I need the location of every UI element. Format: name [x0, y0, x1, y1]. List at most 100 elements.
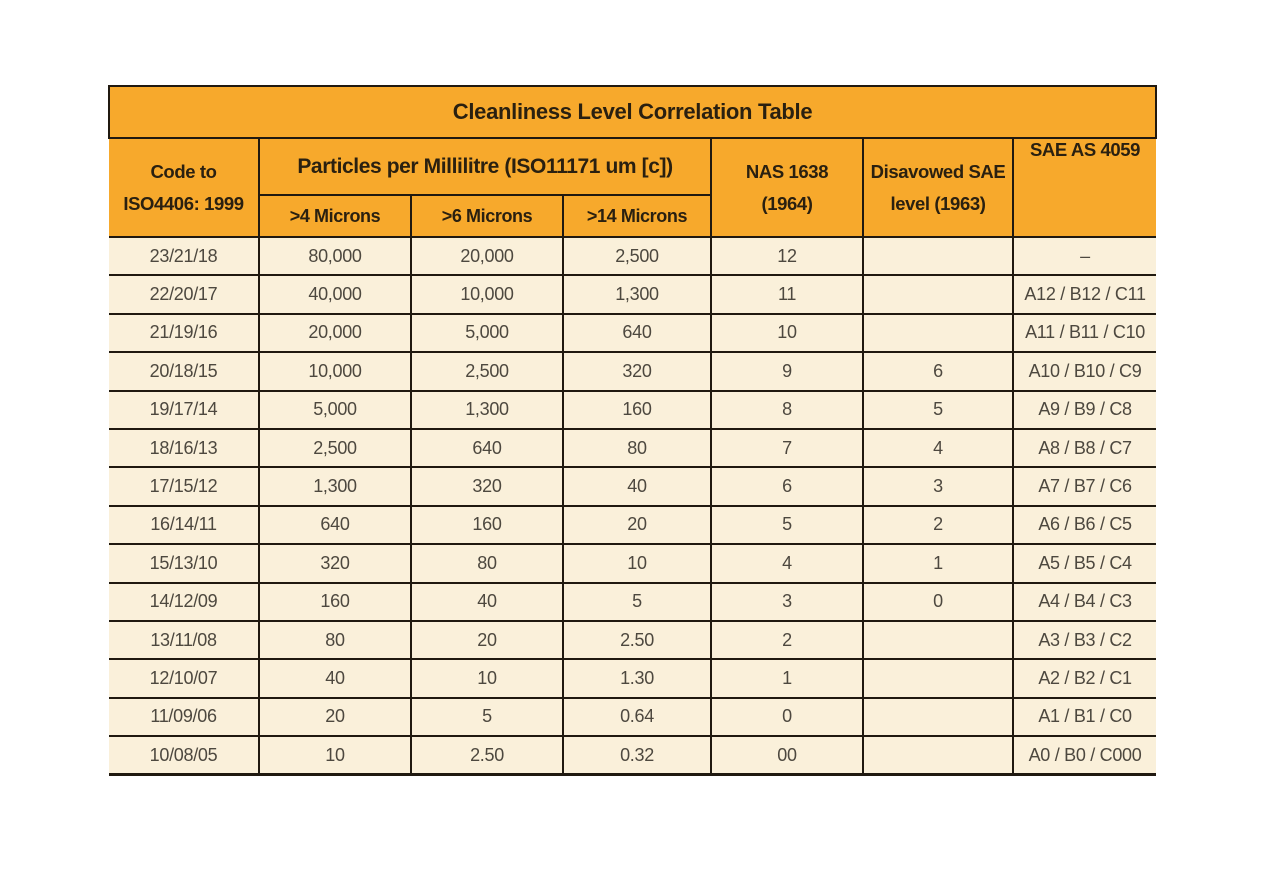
gt4-microns-cell: 20: [258, 696, 412, 738]
table-row: 14/12/09 160 40 5 3 0 A4 / B4 / C3: [109, 581, 1157, 622]
gt4-microns-cell: 320: [258, 543, 412, 584]
column-header-nas-1638: NAS 1638 (1964): [710, 137, 864, 238]
table-row: 22/20/17 40,000 10,000 1,300 11 A12 / B12 / C…: [109, 274, 1157, 315]
gt4-microns-cell: 20,000: [258, 312, 412, 354]
gt4-microns-cell: 80: [258, 619, 412, 661]
gt14-microns-cell: 0.32: [562, 735, 712, 776]
nas-1638-cell: 7: [710, 427, 864, 469]
nas-1638-cell: 9: [710, 351, 864, 392]
table-row: 16/14/11 640 160 20 5 2 A6 / B6 / C5: [109, 504, 1157, 546]
gt6-microns-cell: 1,300: [410, 389, 564, 430]
gt4-microns-cell: 80,000: [258, 235, 412, 277]
column-header-sae-as-4059: SAE AS 4059: [1011, 137, 1157, 238]
gt6-microns-cell: 640: [410, 427, 564, 469]
iso4406-code-cell: 15/13/10: [109, 543, 260, 584]
sae-as-4059-cell: A1 / B1 / C0: [1011, 696, 1157, 738]
nas-1638-cell: 3: [710, 581, 864, 622]
table-row: 11/09/06 20 5 0.64 0 A1 / B1 / C0: [109, 696, 1157, 738]
table-title-row: Cleanliness Level Correlation Table: [107, 85, 1158, 139]
disavowed-sae-cell: [862, 274, 1014, 315]
header-group-row: Code to ISO4406: 1999 Particles per Mill…: [109, 137, 1157, 238]
iso4406-code-cell: 22/20/17: [109, 274, 260, 315]
disavowed-sae-cell: [862, 235, 1014, 277]
sae-as-4059-cell: A3 / B3 / C2: [1011, 619, 1157, 661]
iso4406-code-cell: 11/09/06: [109, 696, 260, 738]
disavowed-sae-cell: [862, 619, 1014, 661]
gt14-microns-cell: 1,300: [562, 274, 712, 315]
gt4-microns-cell: 10,000: [258, 351, 412, 392]
gt14-microns-cell: 80: [562, 427, 712, 469]
iso4406-code-cell: 14/12/09: [109, 581, 260, 622]
gt14-microns-cell: 20: [562, 504, 712, 546]
disavowed-sae-cell: 5: [862, 389, 1014, 430]
disavowed-sae-cell: 6: [862, 351, 1014, 392]
disavowed-sae-cell: [862, 312, 1014, 354]
iso4406-code-cell: 17/15/12: [109, 466, 260, 507]
sae-as-4059-cell: –: [1011, 235, 1157, 277]
iso4406-code-cell: 12/10/07: [109, 658, 260, 699]
gt6-microns-cell: 2.50: [410, 735, 564, 776]
sae-as-4059-cell: A6 / B6 / C5: [1011, 504, 1157, 546]
gt6-microns-cell: 160: [410, 504, 564, 546]
gt14-microns-cell: 40: [562, 466, 712, 507]
iso4406-code-cell: 18/16/13: [109, 427, 260, 469]
gt14-microns-cell: 2.50: [562, 619, 712, 661]
gt14-microns-cell: 0.64: [562, 696, 712, 738]
gt6-microns-cell: 5: [410, 696, 564, 738]
table-row: 13/11/08 80 20 2.50 2 A3 / B3 / C2: [109, 619, 1157, 661]
gt4-microns-cell: 640: [258, 504, 412, 546]
nas-1638-cell: 2: [710, 619, 864, 661]
table-row: 18/16/13 2,500 640 80 7 4 A8 / B8 / C7: [109, 427, 1157, 469]
column-header-gt4-microns: >4 Microns: [258, 194, 412, 238]
gt4-microns-cell: 2,500: [258, 427, 412, 469]
gt6-microns-cell: 2,500: [410, 351, 564, 392]
gt14-microns-cell: 1.30: [562, 658, 712, 699]
gt6-microns-cell: 10,000: [410, 274, 564, 315]
gt14-microns-cell: 320: [562, 351, 712, 392]
sae-as-4059-cell: A4 / B4 / C3: [1011, 581, 1157, 622]
column-header-disavowed-sae: Disavowed SAE level (1963): [862, 137, 1014, 238]
disavowed-sae-cell: 4: [862, 427, 1014, 469]
gt6-microns-cell: 10: [410, 658, 564, 699]
disavowed-sae-cell: 1: [862, 543, 1014, 584]
column-header-iso4406-code: Code to ISO4406: 1999: [109, 137, 260, 238]
nas-1638-cell: 00: [710, 735, 864, 776]
iso4406-code-cell: 23/21/18: [109, 235, 260, 277]
header-sub-row: >4 Microns >6 Microns >14 Microns: [109, 194, 1156, 238]
gt6-microns-cell: 20,000: [410, 235, 564, 277]
gt4-microns-cell: 160: [258, 581, 412, 622]
table-row: 19/17/14 5,000 1,300 160 8 5 A9 / B9 / C8: [109, 389, 1157, 430]
gt6-microns-cell: 5,000: [410, 312, 564, 354]
gt14-microns-cell: 160: [562, 389, 712, 430]
table-row: 20/18/15 10,000 2,500 320 9 6 A10 / B10 / C9: [109, 351, 1157, 392]
table-title: Cleanliness Level Correlation Table: [107, 85, 1158, 139]
nas-1638-cell: 4: [710, 543, 864, 584]
disavowed-sae-cell: [862, 735, 1014, 776]
disavowed-sae-cell: 3: [862, 466, 1014, 507]
table-row: 12/10/07 40 10 1.30 1 A2 / B2 / C1: [109, 658, 1157, 699]
sae-as-4059-cell: A7 / B7 / C6: [1011, 466, 1157, 507]
sae-as-4059-cell: A0 / B0 / C000: [1011, 735, 1157, 776]
sae-as-4059-cell: A11 / B11 / C10: [1011, 312, 1157, 354]
table-row: 21/19/16 20,000 5,000 640 10 A11 / B11 / C10: [109, 312, 1157, 354]
gt14-microns-cell: 2,500: [562, 235, 712, 277]
nas-1638-cell: 0: [710, 696, 864, 738]
gt4-microns-cell: 5,000: [258, 389, 412, 430]
disavowed-sae-cell: 2: [862, 504, 1014, 546]
nas-1638-cell: 5: [710, 504, 864, 546]
gt6-microns-cell: 20: [410, 619, 564, 661]
gt4-microns-cell: 1,300: [258, 466, 412, 507]
gt14-microns-cell: 640: [562, 312, 712, 354]
gt4-microns-cell: 40: [258, 658, 412, 699]
disavowed-sae-cell: 0: [862, 581, 1014, 622]
column-header-gt6-microns: >6 Microns: [410, 194, 564, 238]
iso4406-code-cell: 16/14/11: [109, 504, 260, 546]
cleanliness-correlation-table: Cleanliness Level Correlation Table Code…: [107, 85, 1158, 776]
iso4406-code-cell: 21/19/16: [109, 312, 260, 354]
gt6-microns-cell: 80: [410, 543, 564, 584]
iso4406-code-cell: 13/11/08: [109, 619, 260, 661]
nas-1638-cell: 11: [710, 274, 864, 315]
sae-as-4059-cell: A8 / B8 / C7: [1011, 427, 1157, 469]
gt6-microns-cell: 320: [410, 466, 564, 507]
sae-as-4059-cell: A12 / B12 / C11: [1011, 274, 1157, 315]
